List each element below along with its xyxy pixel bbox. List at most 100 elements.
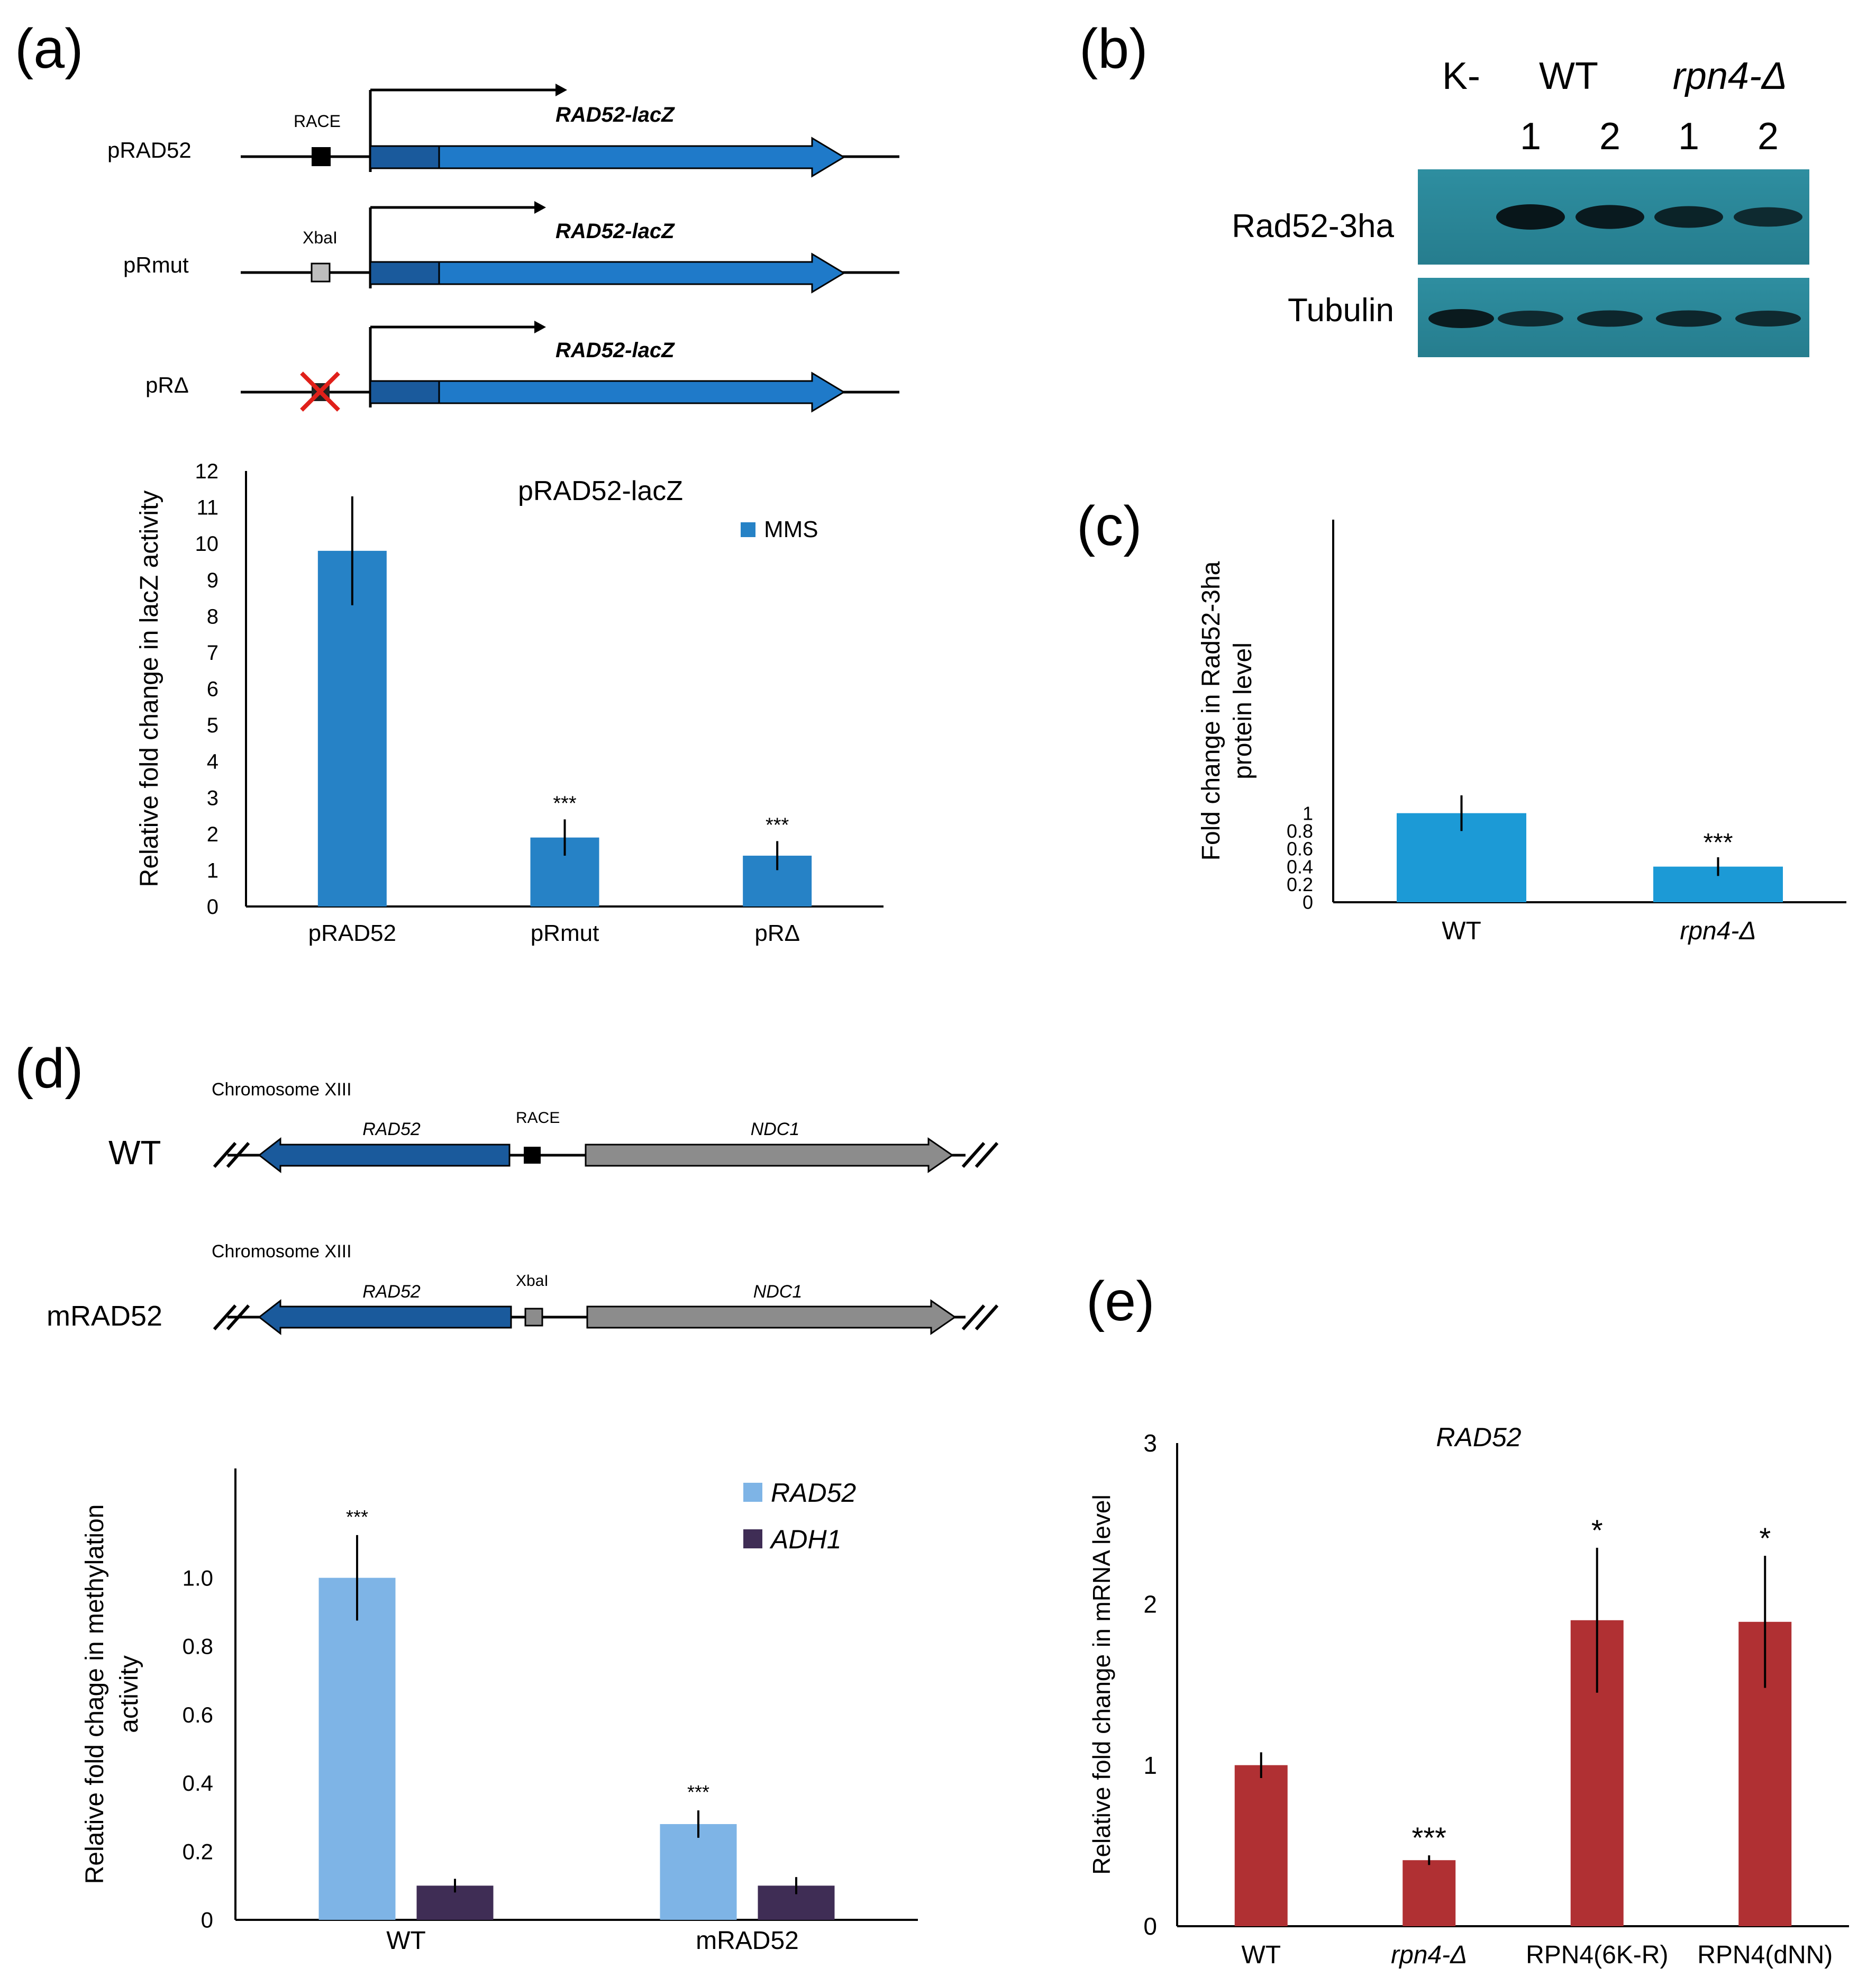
blot-band-rad52 [1496,204,1565,230]
gene-arrow-icon [438,371,845,413]
construct-prdelta: pRΔ RAD52-lacZ [145,321,899,413]
y-tick-label: 5 [207,714,218,737]
blot-band-rad52 [1734,207,1802,227]
y-tick-label: 10 [195,532,219,556]
gene-label-ndc1: NDC1 [751,1119,800,1139]
y-axis-label: activity [115,1655,143,1733]
panel-d-schematic: Chromosome XIII WT RACE RAD52 NDC1 Chrom… [47,1080,999,1336]
y-tick-label: 2 [1143,1590,1157,1618]
blot-band-tubulin [1428,309,1494,328]
panel-label-a: (a) [15,17,84,80]
site-label: XbaI [303,228,338,247]
y-tick-label: 8 [207,605,218,628]
gene-label: RAD52-lacZ [555,339,675,362]
y-tick-label: 0.4 [1287,856,1313,877]
x-category-label: rpn4-Δ [1391,1941,1467,1969]
y-tick-label: 0.4 [183,1771,213,1795]
xbai-site-icon [524,1308,543,1327]
break-icon [213,1304,237,1330]
y-tick-label: 0.2 [1287,874,1313,895]
y-tick-label: 1 [1143,1752,1157,1779]
y-axis-label: Relative fold chage in methylation [81,1504,109,1884]
panel-a-schematic: pRAD52 RACE RAD52-lacZ pRmut XbaI RAD52-… [107,84,899,413]
y-axis-label: protein level [1229,642,1257,779]
blot-header-rpn4: rpn4-Δ [1673,55,1787,97]
chart-title: pRAD52-lacZ [518,476,683,506]
x-category-label: WT [1241,1941,1281,1969]
chart-c: 00.20.40.60.81 WT *** rpn4-Δ Fold change in … [1197,520,1846,945]
race-site-icon [524,1147,541,1164]
construct-label: pRΔ [145,373,189,397]
lane-label: 1 [1678,115,1699,158]
charts: 0123456789101112pRAD52***pRmut***pRΔRela… [81,460,1849,1969]
y-tick-label: 1 [1303,802,1313,824]
y-tick-label: 9 [207,569,218,592]
x-category-label: WT [1442,917,1481,945]
significance-mark: *** [346,1506,368,1528]
lane-label: 1 [1520,115,1541,158]
xbai-site-icon [311,262,331,283]
y-tick-label: 1.0 [183,1565,213,1590]
x-category-label: RPN4(dNN) [1697,1941,1833,1969]
bar-d-RAD52 [660,1824,737,1920]
y-tick-label: 11 [196,496,218,520]
x-category-label: pRAD52 [308,920,396,946]
blot-row-label-rad52: Rad52-3ha [1232,208,1394,244]
significance-mark: *** [1703,829,1733,857]
x-category-label: pRΔ [754,920,800,946]
y-tick-label: 0 [207,895,218,919]
panel-b-blot: K- WT rpn4-Δ 1 2 1 2 Rad52-3ha Tubulin [1232,55,1809,357]
lane-label: 2 [1599,115,1620,158]
y-tick-label: 0.6 [1287,838,1313,860]
legend-label: MMS [764,516,818,542]
y-tick-label: 0.8 [1287,820,1313,842]
break-icon [961,1304,986,1330]
y-tick-label: 3 [207,786,218,810]
significance-mark: *** [687,1781,709,1803]
construct-label: pRAD52 [107,138,192,162]
y-axis-label: Relative fold change in lacZ activity [135,491,163,887]
site-label: RACE [516,1109,560,1127]
break-icon [961,1142,986,1168]
blot-header-kminus: K- [1442,55,1480,97]
break-icon [213,1142,237,1168]
panel-label-b: (b) [1079,17,1148,80]
y-tick-label: 0 [201,1908,213,1933]
y-tick-label: 0.2 [183,1839,213,1864]
significance-mark: * [1759,1521,1771,1555]
chart-a: 0123456789101112pRAD52***pRmut***pRΔRela… [135,460,884,946]
construct-prmut: pRmut XbaI RAD52-lacZ [123,201,899,294]
chromosome-label: Chromosome XIII [212,1241,352,1262]
gene-label: RAD52-lacZ [555,103,675,126]
y-tick-label: 3 [1143,1429,1157,1457]
legend-swatch [741,522,755,537]
site-label: XbaI [516,1272,549,1290]
row-label-wt: WT [108,1133,161,1172]
legend-label: ADH1 [769,1525,841,1554]
transcription-arrow-icon [555,84,567,96]
x-category-label: rpn4-Δ [1680,917,1756,945]
race-site-icon [312,147,331,166]
gene-arrow-icon [438,252,845,294]
y-tick-label: 1 [207,859,218,882]
bar-e-RAD52 [1234,1765,1288,1926]
gene-label-rad52: RAD52 [362,1282,421,1302]
legend-swatch [743,1529,762,1548]
gene-arrow-icon [438,137,845,178]
blot-row-label-tubulin: Tubulin [1288,292,1394,329]
significance-mark: * [1591,1513,1603,1547]
ndc1-gene-icon [585,1137,954,1173]
blot-band-rad52 [1576,205,1644,229]
x-category-label: RPN4(6K-R) [1526,1941,1668,1969]
chromosome-label: Chromosome XIII [212,1080,352,1100]
y-tick-label: 4 [207,750,218,774]
blot-band-tubulin [1735,311,1801,327]
chart-d: 0 0.2 0.4 0.6 0.8 1.0 *** WT *** mRAD52 Relative f… [81,1468,918,1955]
panel-label-c: (c) [1077,495,1142,557]
y-tick-label: 0 [1143,1912,1157,1940]
rad52-gene-icon [258,1299,512,1336]
gene-label-rad52: RAD52 [362,1119,421,1139]
y-tick-label: 0.8 [183,1634,213,1659]
row-label-mrad52: mRAD52 [47,1300,162,1332]
